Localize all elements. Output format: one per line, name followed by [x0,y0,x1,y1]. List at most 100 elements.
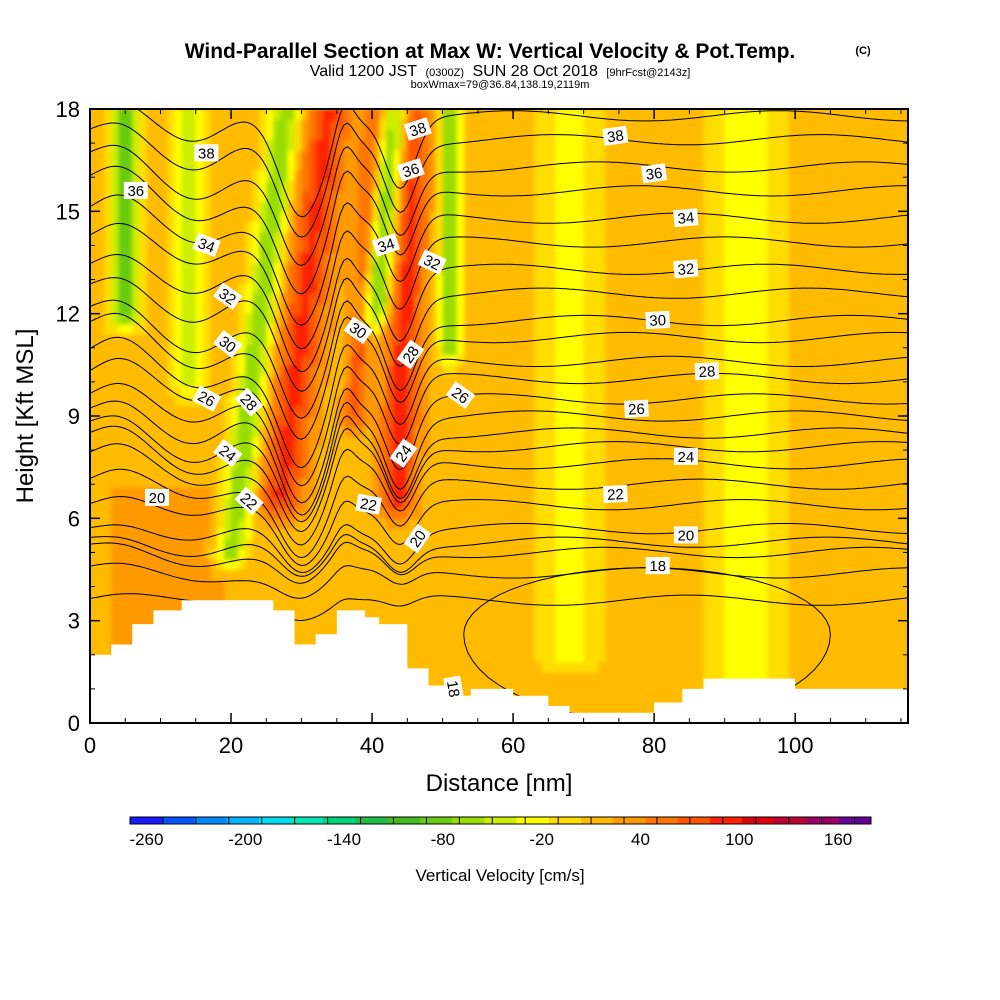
field-cell [555,190,564,202]
field-cell [308,395,317,407]
field-cell [766,262,775,274]
field-cell [160,600,169,612]
field-cell [125,242,133,253]
field-cell [400,487,408,499]
field-cell [266,405,274,417]
field-cell [174,231,183,243]
field-cell [731,109,740,120]
field-cell [238,456,246,468]
field-cell [308,416,317,427]
field-cell [357,344,366,356]
field-cell [414,436,423,448]
field-cell [266,190,274,202]
colorbar-swatch [581,817,614,824]
field-cell [202,344,211,356]
field-cell [766,303,775,315]
field-cell [294,487,303,499]
field-cell [555,323,564,335]
field-cell [350,119,359,131]
field-cell [301,303,310,315]
field-cell [118,313,126,325]
field-cell [569,282,578,294]
field-cell [548,334,557,345]
field-cell [365,242,373,253]
field-cell [174,569,183,581]
field-cell [259,282,267,294]
field-cell [731,180,740,192]
field-cell [724,354,733,366]
field-cell [181,231,190,243]
field-cell [167,231,176,243]
field-cell [372,344,380,356]
field-cell [357,201,366,212]
field-cell [400,201,408,212]
field-cell [597,630,606,642]
field-cell [703,436,712,448]
field-cell [315,119,324,131]
field-cell [534,252,542,264]
field-cell [181,375,190,386]
field-cell [759,405,768,417]
field-cell [195,497,204,509]
field-cell [569,528,578,540]
field-cell [322,344,331,356]
field-cell [188,149,197,161]
field-cell [322,354,331,366]
field-cell [569,579,578,591]
field-cell [167,354,176,366]
field-cell [336,252,345,264]
field-cell [442,160,451,171]
field-cell [336,109,345,120]
field-cell [329,323,338,335]
copyright-mark: (C) [855,45,871,57]
contour-label: 28 [234,387,264,417]
field-cell [350,426,359,438]
field-cell [146,559,155,571]
field-cell [139,589,148,601]
field-cell [724,436,733,448]
field-cell [752,426,761,438]
field-cell [322,252,331,264]
field-cell [428,160,437,171]
field-cell [548,231,557,243]
field-cell [125,569,133,581]
field-cell [752,589,761,601]
field-cell [393,109,401,120]
field-cell [590,630,599,642]
field-cell [153,549,162,560]
field-cell [703,344,712,356]
field-cell [449,344,458,356]
field-cell [414,293,423,305]
field-cell [576,446,585,458]
field-cell [372,405,380,417]
field-cell [548,364,557,376]
field-cell [562,313,571,325]
field-cell [703,313,712,325]
field-cell [449,109,458,120]
colorbar-swatch [355,817,389,824]
field-cell [731,385,740,397]
field-cell [717,426,726,438]
field-cell [294,252,303,264]
field-cell [534,487,542,499]
field-cell [781,334,789,345]
field-cell [379,508,387,519]
field-cell [562,497,571,509]
field-cell [731,416,740,427]
field-cell [125,508,133,519]
field-cell [266,456,274,468]
field-cell [125,160,133,171]
field-cell [724,201,733,212]
field-cell [724,344,733,356]
field-cell [160,549,169,560]
field-cell [752,641,761,652]
field-cell [781,508,789,519]
field-cell [745,221,754,233]
field-cell [597,139,606,151]
field-cell [541,579,549,591]
field-cell [710,641,719,652]
field-cell [731,518,740,530]
theta-contour-34 [90,277,908,392]
field-cell [534,651,542,663]
field-cell [590,528,599,540]
